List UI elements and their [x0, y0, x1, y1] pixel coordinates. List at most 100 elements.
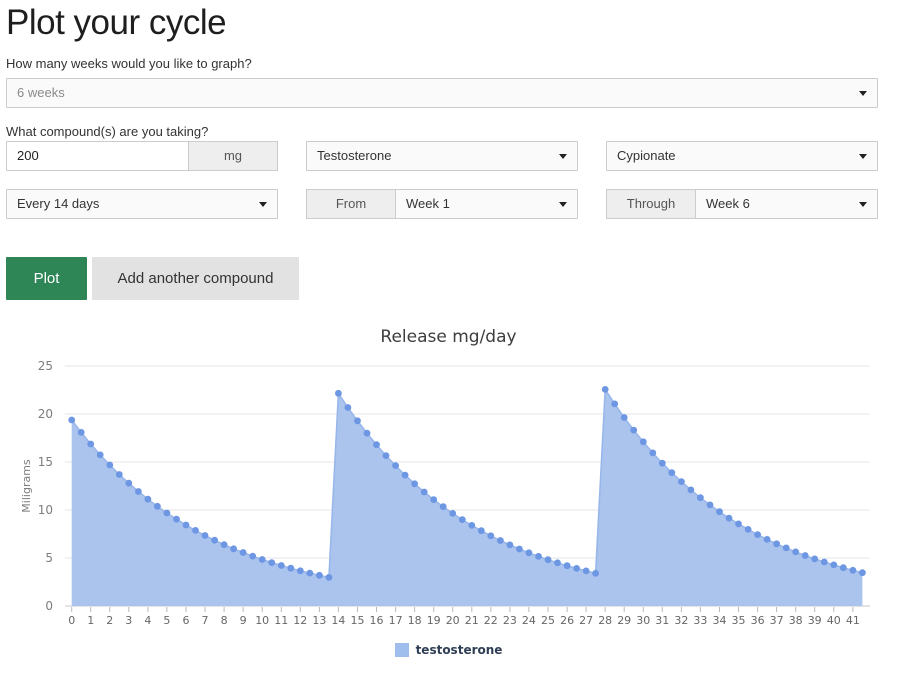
x-axis-tick-label: 40: [827, 614, 841, 627]
from-week-select[interactable]: Week 1: [395, 189, 578, 219]
data-point: [278, 562, 285, 569]
from-group: From Week 1: [306, 189, 578, 219]
data-point: [773, 540, 780, 547]
data-point: [583, 567, 590, 574]
x-axis-tick-label: 9: [240, 614, 247, 627]
legend-swatch-icon: [395, 643, 409, 657]
data-point: [802, 552, 809, 559]
action-buttons: Plot Add another compound: [6, 257, 878, 300]
through-week-select[interactable]: Week 6: [695, 189, 878, 219]
data-point: [811, 555, 818, 562]
y-axis-tick-label: 0: [45, 599, 53, 613]
data-point: [459, 516, 466, 523]
data-point: [592, 569, 599, 576]
data-point: [602, 386, 609, 393]
data-point: [306, 569, 313, 576]
data-point: [507, 541, 514, 548]
data-point: [697, 494, 704, 501]
y-axis-label: Miligrams: [20, 459, 33, 513]
ester-select[interactable]: Cypionate: [606, 141, 878, 171]
data-point: [402, 471, 409, 478]
data-point: [621, 414, 628, 421]
x-axis-tick-label: 4: [144, 614, 151, 627]
compound-select-value: Testosterone: [317, 148, 391, 163]
data-point: [326, 574, 333, 581]
data-point: [516, 545, 523, 552]
x-axis-tick-label: 41: [846, 614, 860, 627]
x-axis-tick-label: 25: [541, 614, 555, 627]
data-point: [345, 404, 352, 411]
release-chart[interactable]: 0510152025Miligrams012345678910111213141…: [0, 352, 897, 630]
data-point: [125, 479, 132, 486]
data-point: [78, 429, 85, 436]
data-point: [145, 495, 152, 502]
data-point: [268, 559, 275, 566]
data-point: [259, 556, 266, 563]
dose-input[interactable]: [6, 141, 189, 171]
data-point: [97, 451, 104, 458]
x-axis-tick-label: 37: [770, 614, 784, 627]
x-axis-tick-label: 3: [125, 614, 132, 627]
dose-unit-addon: mg: [188, 141, 278, 171]
chart-title: Release mg/day: [0, 327, 897, 347]
data-point: [173, 515, 180, 522]
data-point: [468, 522, 475, 529]
data-point: [449, 510, 456, 517]
data-point: [249, 552, 256, 559]
frequency-select[interactable]: Every 14 days: [6, 189, 278, 219]
x-axis-tick-label: 28: [598, 614, 612, 627]
y-axis-tick-label: 20: [38, 407, 53, 421]
x-axis-tick-label: 22: [484, 614, 498, 627]
compound-select[interactable]: Testosterone: [306, 141, 578, 171]
y-axis-tick-label: 15: [38, 455, 53, 469]
data-point: [840, 564, 847, 571]
data-point: [526, 549, 533, 556]
x-axis-tick-label: 38: [789, 614, 803, 627]
frequency-select-value: Every 14 days: [17, 196, 99, 211]
x-axis-tick-label: 19: [427, 614, 441, 627]
data-point: [430, 496, 437, 503]
y-axis-tick-label: 10: [38, 503, 53, 517]
data-point: [240, 549, 247, 556]
x-axis-tick-label: 39: [808, 614, 822, 627]
data-point: [573, 565, 580, 572]
data-point: [287, 564, 294, 571]
x-axis-tick-label: 35: [732, 614, 746, 627]
data-point: [564, 562, 571, 569]
weeks-select-value: 6 weeks: [17, 85, 65, 100]
data-point: [630, 426, 637, 433]
data-point: [373, 441, 380, 448]
data-point: [116, 471, 123, 478]
data-point: [87, 440, 94, 447]
through-group: Through Week 6: [606, 189, 878, 219]
data-point: [183, 521, 190, 528]
data-point: [440, 503, 447, 510]
data-point: [297, 567, 304, 574]
data-point: [668, 469, 675, 476]
x-axis-tick-label: 16: [370, 614, 384, 627]
dropdown-caret-icon: [859, 91, 867, 96]
through-week-value: Week 6: [706, 196, 750, 211]
x-axis-tick-label: 30: [636, 614, 650, 627]
x-axis-tick-label: 29: [617, 614, 631, 627]
legend-label: testosterone: [416, 643, 503, 657]
data-point: [487, 532, 494, 539]
x-axis-tick-label: 20: [446, 614, 460, 627]
data-point: [164, 509, 171, 516]
data-point: [554, 559, 561, 566]
data-point: [221, 541, 228, 548]
cycle-form: Plot your cycle How many weeks would you…: [0, 0, 897, 300]
data-point: [821, 558, 828, 565]
dropdown-caret-icon: [559, 154, 567, 159]
data-point: [726, 514, 733, 521]
dropdown-caret-icon: [559, 202, 567, 207]
data-point: [135, 488, 142, 495]
plot-button[interactable]: Plot: [6, 257, 87, 300]
x-axis-tick-label: 11: [274, 614, 288, 627]
series-area-testosterone: [72, 389, 863, 606]
add-compound-button[interactable]: Add another compound: [92, 257, 299, 300]
x-axis-tick-label: 12: [293, 614, 307, 627]
weeks-select[interactable]: 6 weeks: [6, 78, 878, 108]
y-axis-tick-label: 5: [45, 551, 53, 565]
dropdown-caret-icon: [859, 202, 867, 207]
